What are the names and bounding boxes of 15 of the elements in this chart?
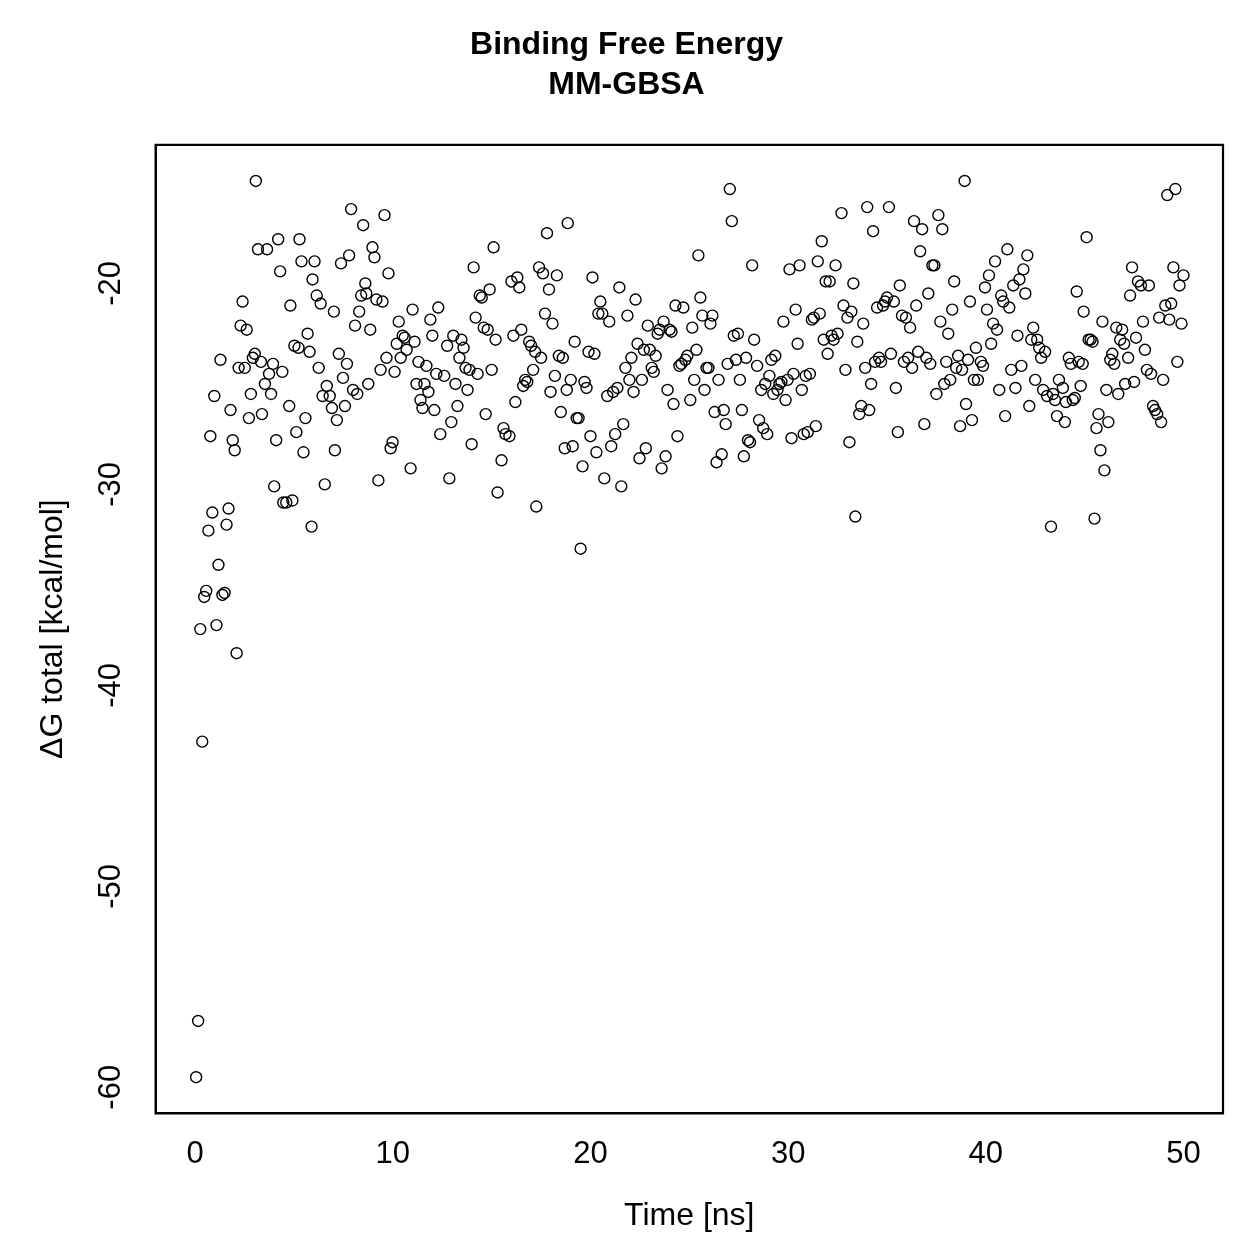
y-tick-label: -60 (91, 1064, 127, 1110)
x-tick-label: 40 (968, 1134, 1004, 1170)
x-tick-label: 30 (770, 1134, 806, 1170)
y-tick-label: -30 (91, 462, 127, 507)
chart-subtitle: MM-GBSA (548, 65, 705, 102)
chart-title: Binding Free Energy (470, 25, 784, 62)
x-tick-label: 10 (375, 1134, 411, 1170)
x-tick-label: 20 (573, 1134, 608, 1170)
y-tick-label: -40 (91, 662, 127, 708)
y-tick-label: -50 (91, 863, 127, 909)
x-axis-title: Time [ns] (624, 1195, 755, 1232)
x-tick-label: 50 (1166, 1134, 1201, 1170)
y-axis-title: ΔG total [kcal/mol] (33, 499, 70, 759)
x-tick-label: 0 (186, 1134, 204, 1170)
y-tick-label: -20 (91, 261, 127, 306)
